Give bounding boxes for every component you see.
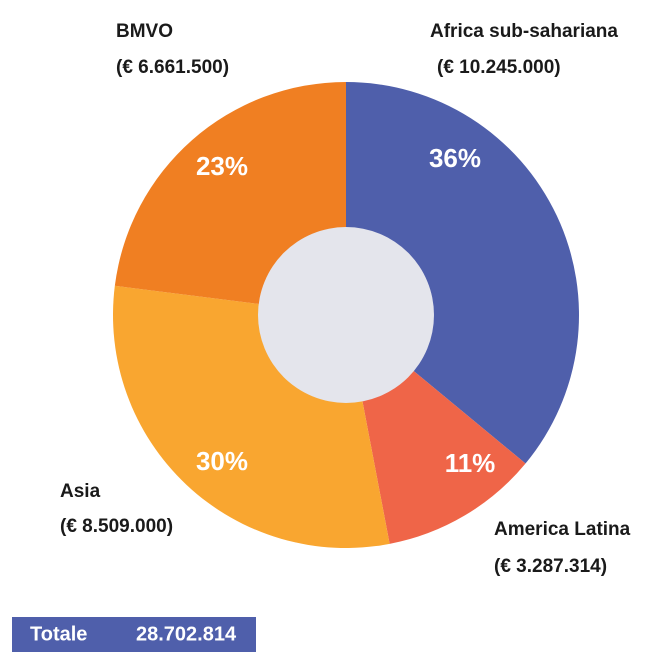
amount-label: (€ 10.245.000) [437,57,561,78]
category-label: Asia [60,481,101,502]
amount-label: (€ 3.287.314) [494,556,607,577]
donut-hole [258,227,434,403]
total-box [12,617,256,652]
total-label: Totale [30,623,87,645]
value-label: 23% [196,151,248,181]
category-label: BMVO [116,21,173,42]
category-label: America Latina [494,519,631,540]
value-label: 11% [445,448,496,478]
amount-label: (€ 6.661.500) [116,57,229,78]
total-value: 28.702.814 [136,623,237,645]
slice [346,82,579,464]
slices [112,82,579,548]
value-label: 30% [196,446,248,476]
amount-label: (€ 8.509.000) [60,516,173,537]
value-label: 36% [429,143,481,173]
category-label: Africa sub-sahariana [430,21,618,42]
